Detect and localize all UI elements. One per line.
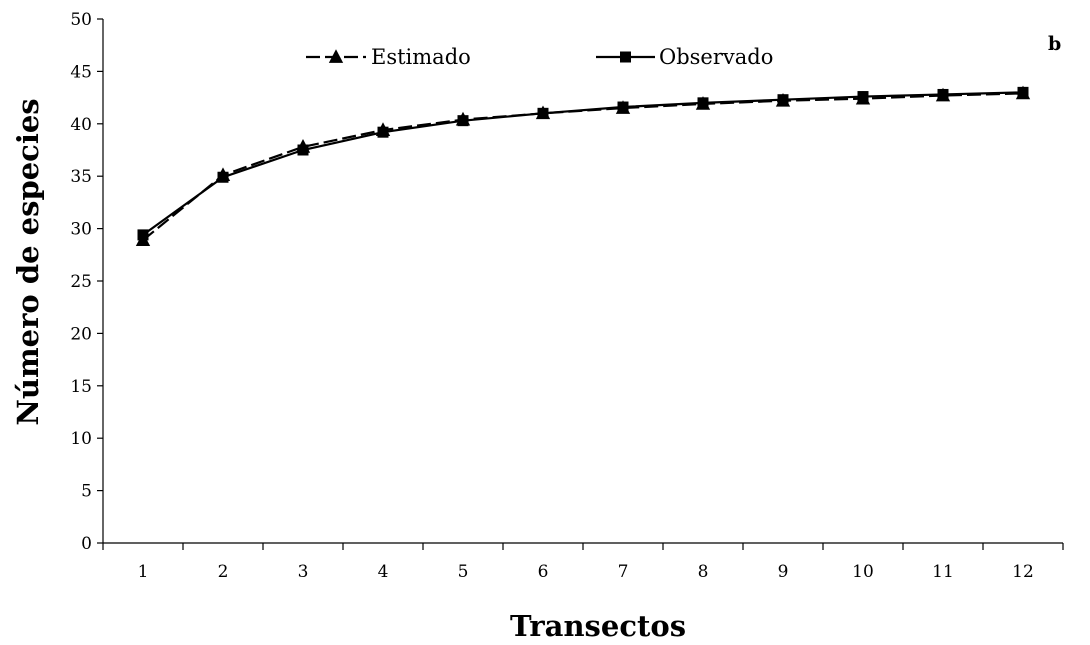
- y-tick-label: 15: [70, 377, 92, 397]
- x-tick-label: 1: [138, 562, 149, 582]
- data-point: [377, 126, 389, 138]
- y-tick-label: 30: [70, 220, 92, 240]
- y-tick-label: 10: [70, 429, 92, 449]
- x-tick-label: 8: [698, 562, 709, 582]
- data-point: [457, 115, 469, 127]
- data-point: [617, 101, 629, 113]
- legend-item-observado: Observado: [596, 45, 773, 69]
- y-ticks: 0 5 10 15 20 25 30 35 40 45 50: [70, 10, 103, 554]
- x-tick-label: 11: [932, 562, 954, 582]
- data-point: [217, 171, 229, 183]
- y-tick-label: 50: [70, 10, 92, 30]
- legend-swatch-marker: [620, 51, 631, 63]
- legend-item-estimado: Estimado: [306, 45, 471, 69]
- x-tick-label: 3: [298, 562, 309, 582]
- x-ticks: 1 2 3 4 5 6 7 8 9 10 11 12: [102, 543, 1064, 582]
- y-tick-label: 20: [70, 324, 92, 344]
- axes: [102, 19, 1063, 544]
- y-axis-title: Número de especies: [11, 98, 45, 425]
- data-point: [697, 97, 709, 109]
- data-point: [937, 88, 949, 100]
- data-point: [137, 229, 149, 241]
- data-point: [297, 144, 309, 156]
- y-tick-label: 35: [70, 167, 92, 187]
- x-tick-label: 5: [458, 562, 469, 582]
- y-tick-label: 25: [70, 272, 92, 292]
- x-tick-label: 9: [778, 562, 789, 582]
- data-point: [537, 107, 549, 119]
- data-point: [1017, 86, 1029, 98]
- y-tick-label: 40: [70, 115, 92, 135]
- series-line: [142, 92, 1024, 241]
- legend-label: Estimado: [371, 45, 471, 69]
- x-tick-label: 2: [218, 562, 229, 582]
- legend: Estimado Observado: [306, 45, 773, 69]
- x-tick-label: 10: [852, 562, 874, 582]
- data-point: [777, 94, 789, 106]
- legend-swatch-marker: [328, 49, 344, 63]
- series-group: [135, 85, 1031, 246]
- x-tick-label: 6: [538, 562, 549, 582]
- panel-label: b: [1048, 33, 1061, 55]
- legend-label: Observado: [659, 45, 773, 69]
- x-tick-label: 7: [618, 562, 629, 582]
- x-tick-label: 4: [378, 562, 389, 582]
- series-observado: [137, 86, 1029, 241]
- y-tick-label: 0: [81, 534, 92, 554]
- x-axis-title: Transectos: [510, 609, 686, 643]
- data-point: [857, 91, 869, 103]
- y-tick-label: 45: [70, 62, 92, 82]
- x-tick-label: 12: [1012, 562, 1034, 582]
- series-line: [142, 91, 1024, 236]
- y-tick-label: 5: [81, 482, 92, 502]
